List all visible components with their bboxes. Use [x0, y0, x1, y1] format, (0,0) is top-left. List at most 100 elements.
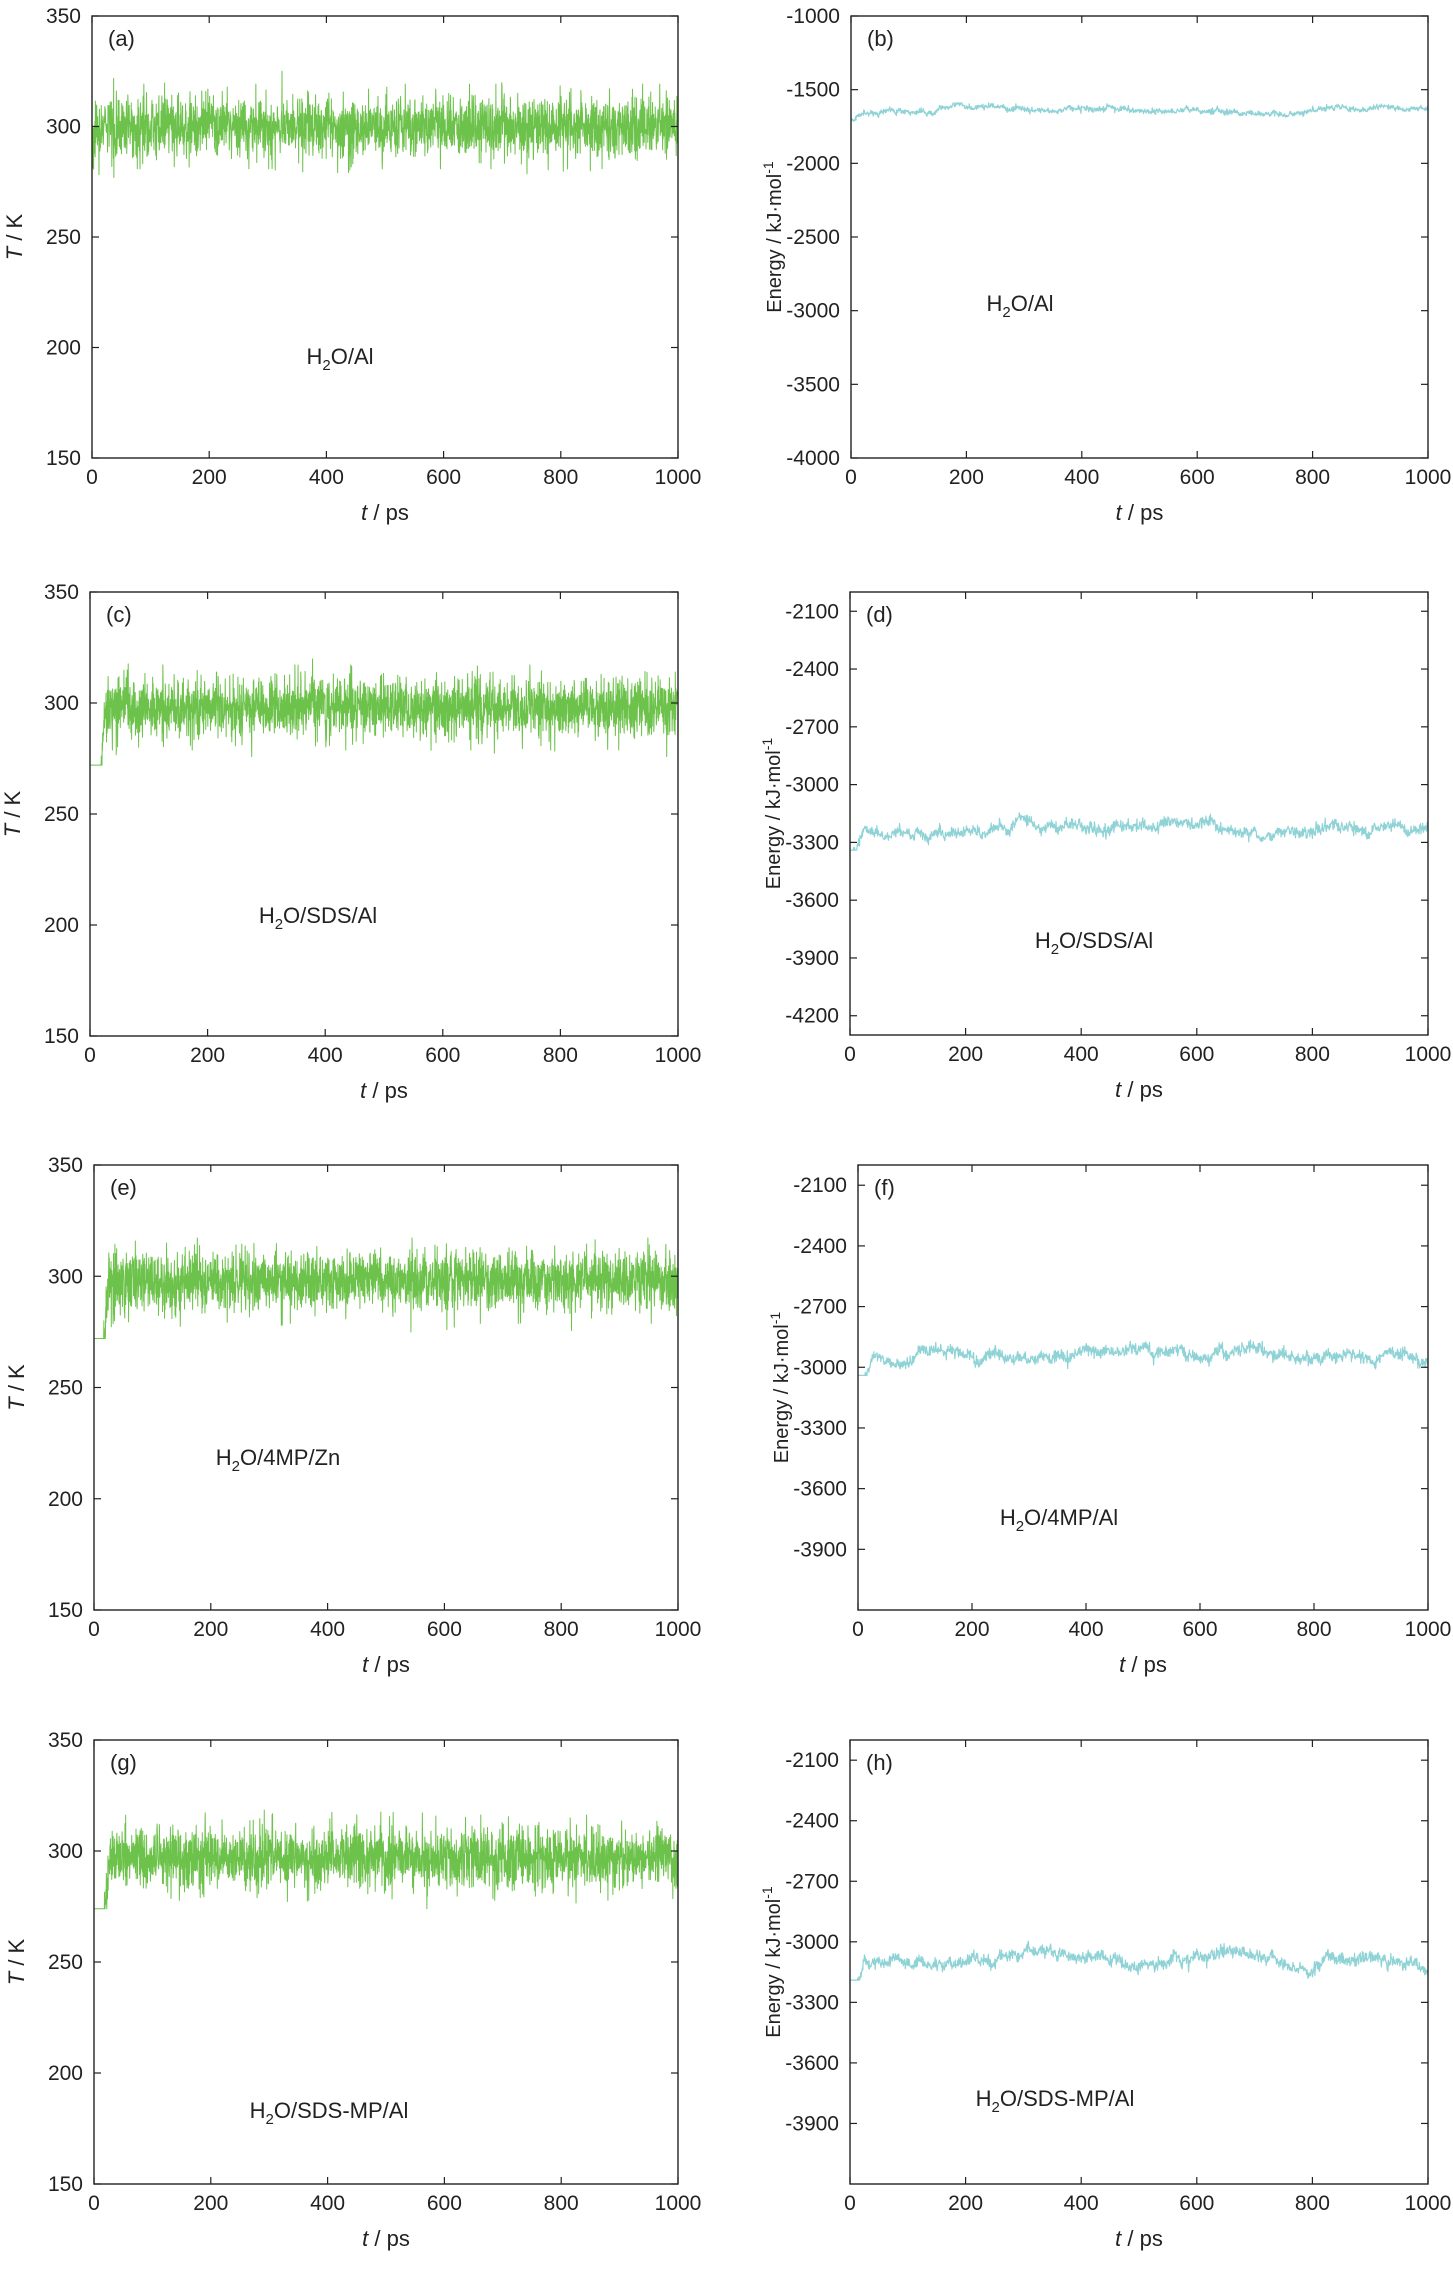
y-axis-symbol: T [2, 245, 27, 260]
x-axis-unit: / ps [1122, 500, 1164, 525]
x-axis-symbol: t [362, 2226, 369, 2251]
y-axis-symbol: T [4, 1970, 29, 1985]
y-tick-label: -2700 [785, 716, 839, 739]
series-line-f [858, 1339, 1428, 1376]
y-axis-text: Energy / kJ·mol [763, 1899, 785, 2038]
panel-label-e: (e) [110, 1175, 137, 1200]
y-tick-label: -3900 [785, 2112, 839, 2135]
series-line-g [94, 1809, 678, 1910]
x-axis-symbol: t [360, 1078, 367, 1103]
series-line-c [90, 658, 678, 766]
plot-frame-c [89, 591, 679, 1037]
y-tick-label: -3600 [785, 889, 839, 912]
x-tick-label: 0 [852, 1618, 864, 1641]
x-tick-label: 1000 [655, 466, 702, 489]
chart-panel-a: 0 200 400 600 800 1000 150 200 250 300 350 t / ps T … [2, 5, 701, 525]
annotation-subscript: 2 [1051, 941, 1059, 958]
panel-label-f: (f) [874, 1175, 895, 1200]
y-axis-text: Energy / kJ·mol [771, 1324, 793, 1463]
y-axis-superscript: -1 [760, 161, 776, 174]
y-tick-label: 200 [48, 1488, 83, 1511]
y-tick-label: 250 [48, 1951, 83, 1974]
annotation-part: H [216, 1445, 232, 1470]
panel-label-g: (g) [110, 1750, 137, 1775]
x-axis-title-h: t / ps [1115, 2226, 1163, 2251]
annotation-part: H [306, 344, 322, 369]
y-tick-label: -3500 [786, 373, 840, 396]
plot-frame-e [93, 1164, 679, 1611]
panel-label-c: (c) [106, 602, 132, 627]
x-tick-label: 800 [1295, 466, 1330, 489]
y-tick-label: -4200 [785, 1005, 839, 1028]
x-tick-label: 0 [88, 2192, 100, 2215]
y-tick-label: 150 [48, 2173, 83, 2196]
y-axis-title-g: T / K [4, 1938, 29, 1985]
y-axis-title-c: T / K [0, 790, 25, 837]
x-tick-label: 600 [1180, 466, 1215, 489]
y-tick-label: -3300 [785, 831, 839, 854]
chart-panel-b: 0 200 400 600 800 1000 -4000 -3500 -3000 -2500 -20… [760, 5, 1451, 525]
y-tick-label: -2100 [785, 600, 839, 623]
chart-panel-e: 0 200 400 600 800 1000 150 200 250 300 350 t / ps T … [4, 1154, 701, 1677]
system-annotation-h: H2O/SDS-MP/Al [976, 2086, 1135, 2116]
panel-label-b: (b) [867, 26, 894, 51]
x-tick-label: 600 [1179, 2192, 1214, 2215]
x-tick-label: 1000 [1405, 1618, 1452, 1641]
system-annotation-f: H2O/4MP/Al [1000, 1505, 1118, 1535]
y-tick-label: -1000 [786, 5, 840, 28]
y-tick-label: -2100 [793, 1174, 847, 1197]
y-axis-text: Energy / kJ·mol [763, 750, 785, 889]
y-tick-label: 150 [48, 1599, 83, 1622]
x-axis-symbol: t [1115, 1077, 1122, 1102]
y-tick-label: 350 [46, 5, 81, 28]
y-tick-label: 200 [44, 914, 79, 937]
annotation-subscript: 2 [232, 1458, 240, 1475]
x-tick-label: 600 [1182, 1618, 1217, 1641]
series-line-e [94, 1237, 678, 1340]
plot-frame-b [850, 15, 1429, 459]
annotation-part: O/Al [1011, 291, 1054, 316]
x-axis-title-a: t / ps [361, 500, 409, 525]
x-axis-title-f: t / ps [1119, 1652, 1167, 1677]
annotation-subscript: 2 [992, 2099, 1000, 2116]
x-axis-unit: / ps [367, 500, 409, 525]
x-tick-label: 800 [1296, 1618, 1331, 1641]
x-tick-label: 800 [1295, 1043, 1330, 1066]
y-tick-label: 200 [46, 337, 81, 360]
x-tick-label: 400 [1064, 2192, 1099, 2215]
system-annotation-e: H2O/4MP/Zn [216, 1445, 340, 1475]
y-tick-label: 150 [44, 1025, 79, 1048]
x-axis-symbol: t [1116, 500, 1123, 525]
x-tick-label: 200 [193, 1618, 228, 1641]
x-tick-label: 600 [425, 1044, 460, 1067]
x-tick-label: 400 [308, 1044, 343, 1067]
y-axis-unit: / K [4, 1938, 29, 1971]
annotation-part: H [986, 291, 1002, 316]
x-axis-title-g: t / ps [362, 2226, 410, 2251]
chart-panel-g: 0 200 400 600 800 1000 150 200 250 300 350 t / ps T … [4, 1729, 701, 2251]
system-annotation-c: H2O/SDS/Al [259, 903, 377, 933]
y-tick-label: -3000 [785, 774, 839, 797]
annotation-part: H [250, 2098, 266, 2123]
x-axis-title-e: t / ps [362, 1652, 410, 1677]
y-tick-label: -2100 [785, 1749, 839, 1772]
x-tick-label: 400 [309, 466, 344, 489]
x-tick-label: 200 [192, 466, 227, 489]
x-tick-label: 1000 [1405, 1043, 1452, 1066]
x-tick-label: 0 [86, 466, 98, 489]
y-axis-unit: / K [4, 1364, 29, 1397]
y-axis-superscript: -1 [759, 1886, 775, 1899]
annotation-subscript: 2 [275, 916, 283, 933]
y-tick-label: 150 [46, 447, 81, 470]
y-axis-text: Energy / kJ·mol [764, 174, 786, 313]
x-tick-label: 200 [948, 1043, 983, 1066]
system-annotation-b: H2O/Al [986, 291, 1053, 321]
x-tick-label: 400 [1064, 466, 1099, 489]
x-tick-label: 0 [88, 1618, 100, 1641]
y-tick-label: -2500 [786, 226, 840, 249]
x-tick-label: 800 [544, 1618, 579, 1641]
y-tick-label: 250 [44, 803, 79, 826]
x-axis-symbol: t [1115, 2226, 1122, 2251]
x-tick-label: 600 [427, 2192, 462, 2215]
